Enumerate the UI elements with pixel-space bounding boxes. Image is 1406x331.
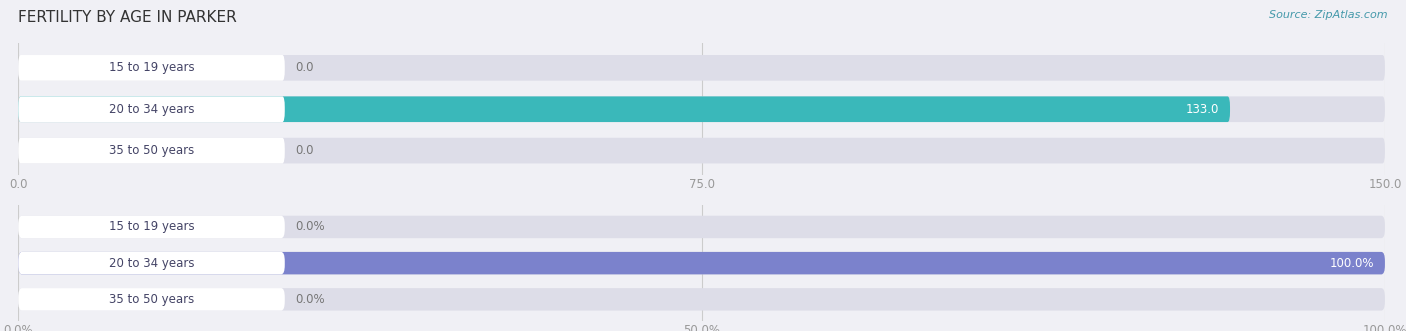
Text: Source: ZipAtlas.com: Source: ZipAtlas.com bbox=[1270, 10, 1388, 20]
FancyBboxPatch shape bbox=[18, 288, 285, 310]
Text: FERTILITY BY AGE IN PARKER: FERTILITY BY AGE IN PARKER bbox=[18, 10, 238, 25]
FancyBboxPatch shape bbox=[18, 252, 1385, 274]
FancyBboxPatch shape bbox=[18, 216, 1385, 238]
Text: 20 to 34 years: 20 to 34 years bbox=[108, 103, 194, 116]
Text: 0.0: 0.0 bbox=[295, 61, 314, 74]
FancyBboxPatch shape bbox=[18, 55, 1385, 81]
Text: 15 to 19 years: 15 to 19 years bbox=[108, 220, 194, 233]
FancyBboxPatch shape bbox=[18, 216, 285, 238]
FancyBboxPatch shape bbox=[18, 55, 285, 81]
FancyBboxPatch shape bbox=[18, 252, 285, 274]
Text: 0.0: 0.0 bbox=[295, 144, 314, 157]
Text: 0.0%: 0.0% bbox=[295, 293, 325, 306]
FancyBboxPatch shape bbox=[18, 96, 1385, 122]
Text: 0.0%: 0.0% bbox=[295, 220, 325, 233]
FancyBboxPatch shape bbox=[18, 96, 1230, 122]
Text: 35 to 50 years: 35 to 50 years bbox=[108, 144, 194, 157]
Text: 15 to 19 years: 15 to 19 years bbox=[108, 61, 194, 74]
Text: 100.0%: 100.0% bbox=[1330, 257, 1374, 270]
Text: 35 to 50 years: 35 to 50 years bbox=[108, 293, 194, 306]
Text: 133.0: 133.0 bbox=[1185, 103, 1219, 116]
FancyBboxPatch shape bbox=[18, 96, 285, 122]
FancyBboxPatch shape bbox=[18, 138, 1385, 164]
FancyBboxPatch shape bbox=[18, 138, 285, 164]
Text: 20 to 34 years: 20 to 34 years bbox=[108, 257, 194, 270]
FancyBboxPatch shape bbox=[18, 288, 1385, 310]
FancyBboxPatch shape bbox=[18, 252, 1385, 274]
